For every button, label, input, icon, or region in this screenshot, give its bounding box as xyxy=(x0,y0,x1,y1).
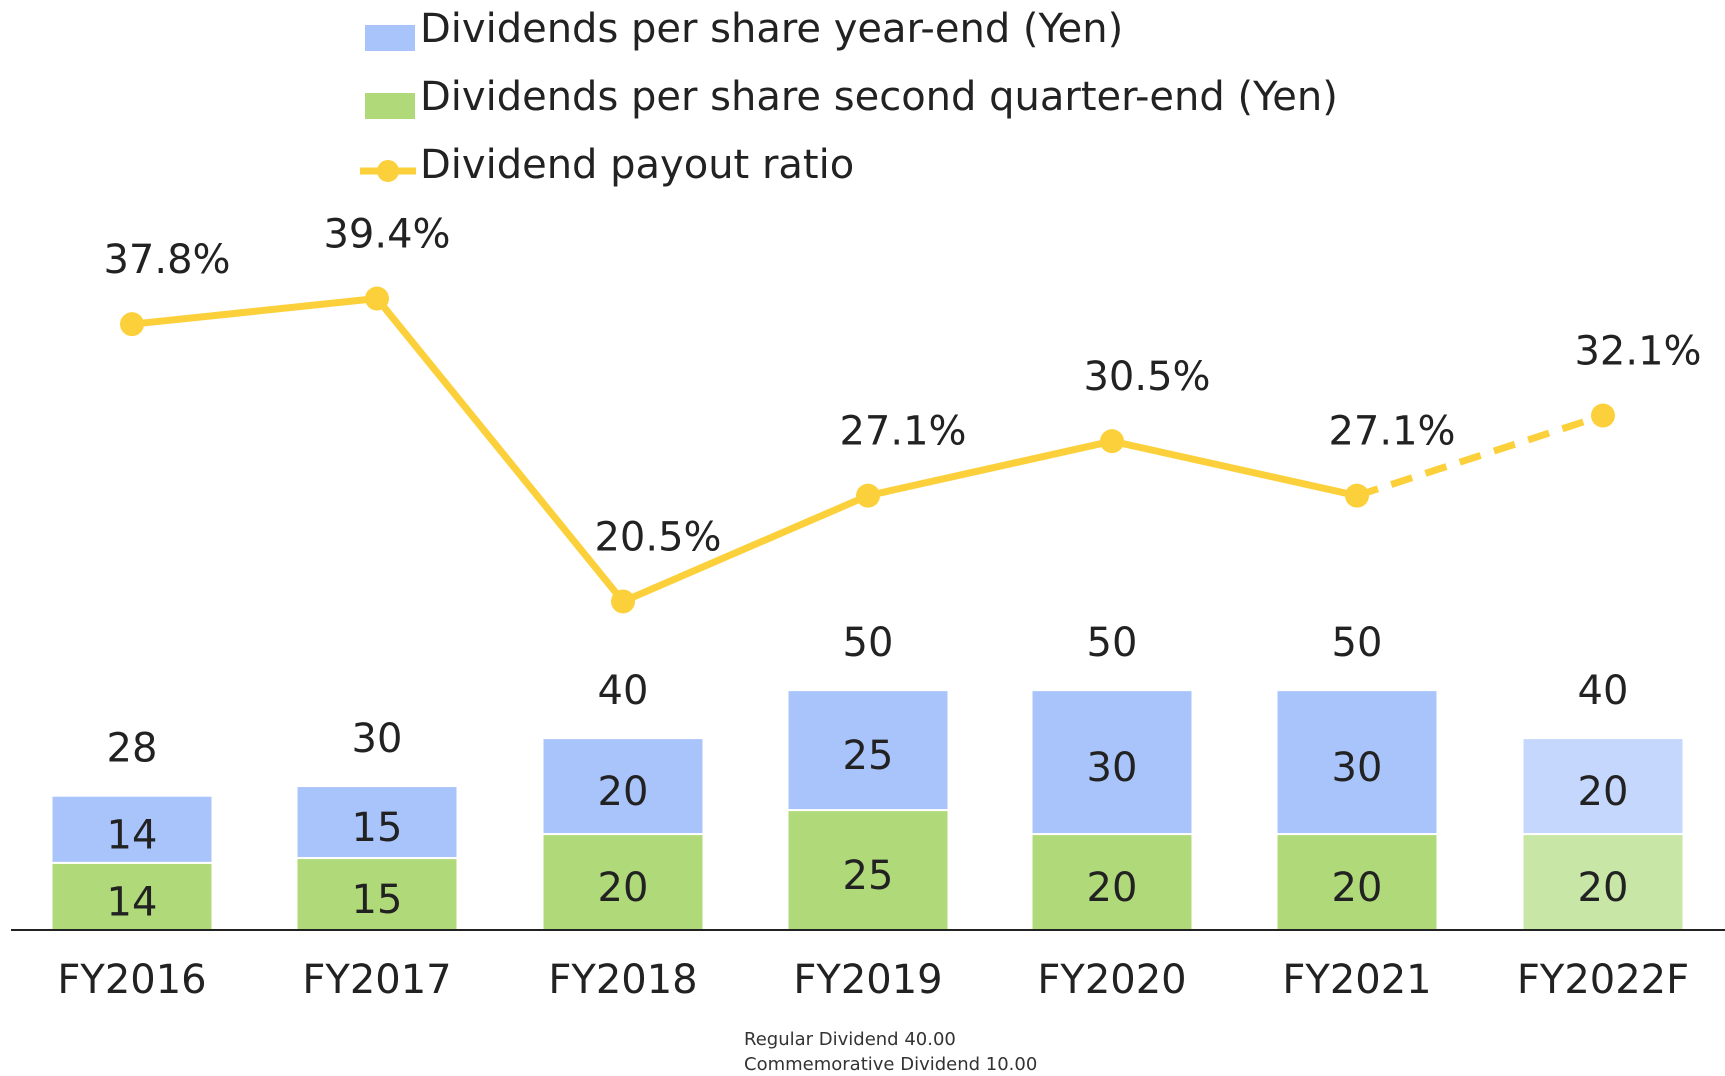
bar xyxy=(1030,833,1194,932)
bar xyxy=(1521,737,1685,836)
legend-swatch xyxy=(365,25,415,51)
annotation: Regular Dividend 40.00 xyxy=(744,1029,956,1050)
bar xyxy=(1275,833,1439,932)
bar-label: 14 xyxy=(107,879,158,925)
total-label: 28 xyxy=(107,726,158,772)
ratio-point xyxy=(120,312,144,337)
bar xyxy=(541,737,705,836)
ratio-label: 37.8% xyxy=(103,237,230,283)
legend-label: Dividends per share year-end (Yen) xyxy=(420,6,1123,52)
x-tick-label: FY2018 xyxy=(548,957,697,1003)
bar-label: 15 xyxy=(352,805,403,851)
bar-label: 15 xyxy=(352,877,403,923)
ratio-label: 39.4% xyxy=(323,212,450,258)
x-tick-label: FY2021 xyxy=(1282,957,1431,1003)
annotation: Commemorative Dividend 10.00 xyxy=(744,1054,1037,1075)
ratio-point xyxy=(365,286,389,311)
total-label: 50 xyxy=(1087,620,1138,666)
ratio-line-forecast xyxy=(1355,412,1605,499)
ratio-label: 32.1% xyxy=(1574,329,1701,375)
legend-label: Dividend payout ratio xyxy=(420,142,854,188)
total-label: 50 xyxy=(843,620,894,666)
x-tick-label: FY2016 xyxy=(57,957,206,1003)
ratio-point xyxy=(611,589,635,614)
bar-label: 25 xyxy=(843,853,894,899)
bar-label: 20 xyxy=(598,769,649,815)
ratio-label: 20.5% xyxy=(594,514,721,560)
ratio-point xyxy=(1345,483,1369,508)
ratio-point xyxy=(1591,403,1615,428)
legend-marker xyxy=(377,160,399,182)
x-tick-label: FY2019 xyxy=(793,957,942,1003)
bar-label: 14 xyxy=(107,812,158,858)
bar-label: 30 xyxy=(1332,745,1383,791)
x-tick-label: FY2020 xyxy=(1037,957,1186,1003)
total-label: 40 xyxy=(1578,668,1629,714)
bar-label: 25 xyxy=(843,733,894,779)
bar xyxy=(786,689,950,812)
bar xyxy=(1521,833,1685,932)
bar xyxy=(786,809,950,931)
bar xyxy=(50,794,214,864)
bar xyxy=(541,833,705,932)
bar-label: 20 xyxy=(1332,865,1383,911)
total-label: 50 xyxy=(1332,620,1383,666)
bar xyxy=(1030,689,1194,836)
total-label: 40 xyxy=(598,668,649,714)
ratio-point xyxy=(856,483,880,508)
ratio-line xyxy=(131,295,1358,605)
legend-swatch xyxy=(365,93,415,119)
ratio-point xyxy=(1100,429,1124,454)
bar-label: 30 xyxy=(1087,745,1138,791)
ratio-label: 27.1% xyxy=(839,409,966,455)
bar-label: 20 xyxy=(598,865,649,911)
bar xyxy=(1275,689,1439,836)
x-tick-label: FY2022F xyxy=(1517,957,1689,1003)
x-tick-label: FY2017 xyxy=(302,957,451,1003)
bar-label: 20 xyxy=(1578,865,1629,911)
total-label: 30 xyxy=(352,716,403,762)
legend-label: Dividends per share second quarter-end (… xyxy=(420,74,1338,120)
ratio-label: 30.5% xyxy=(1083,354,1210,400)
bar xyxy=(295,785,459,860)
bar-label: 20 xyxy=(1578,769,1629,815)
bar-label: 20 xyxy=(1087,865,1138,911)
ratio-label: 27.1% xyxy=(1328,409,1455,455)
